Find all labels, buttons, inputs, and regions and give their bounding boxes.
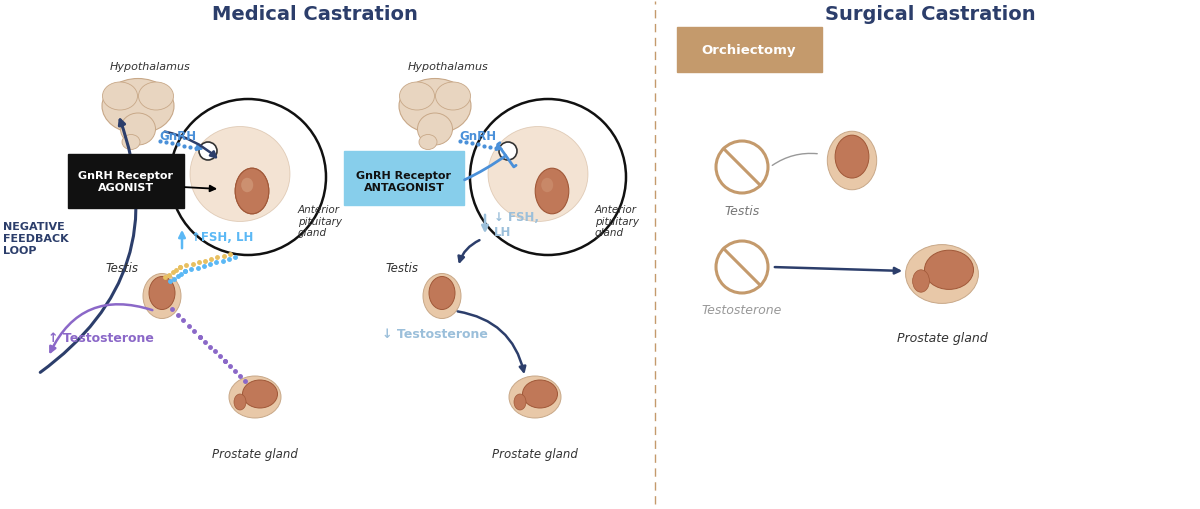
Text: Testis: Testis <box>385 261 418 274</box>
Ellipse shape <box>229 376 281 418</box>
Ellipse shape <box>906 245 978 304</box>
Ellipse shape <box>241 179 253 193</box>
Ellipse shape <box>436 83 470 111</box>
Text: Anterior
pituitary
gland: Anterior pituitary gland <box>298 205 342 238</box>
Circle shape <box>199 143 217 161</box>
Text: NEGATIVE
FEEDBACK
LOOP: NEGATIVE FEEDBACK LOOP <box>2 221 68 256</box>
Text: Prostate gland: Prostate gland <box>492 447 578 460</box>
Ellipse shape <box>235 169 269 214</box>
Text: ↑ Testosterone: ↑ Testosterone <box>48 331 154 344</box>
Text: Orchiectomy: Orchiectomy <box>702 44 797 57</box>
Ellipse shape <box>400 83 434 111</box>
Ellipse shape <box>535 169 569 214</box>
Ellipse shape <box>102 79 174 134</box>
Ellipse shape <box>522 380 558 408</box>
FancyBboxPatch shape <box>677 28 822 73</box>
Ellipse shape <box>235 169 269 214</box>
Text: ↓ Testosterone: ↓ Testosterone <box>382 328 488 341</box>
Ellipse shape <box>912 270 929 293</box>
Ellipse shape <box>924 251 973 290</box>
Ellipse shape <box>122 135 140 150</box>
Text: ↓ FSH,
LH: ↓ FSH, LH <box>494 211 539 239</box>
Ellipse shape <box>138 83 174 111</box>
Ellipse shape <box>242 380 277 408</box>
Ellipse shape <box>120 114 156 146</box>
Text: Hypothalamus: Hypothalamus <box>109 62 191 72</box>
Text: GnRH Receptor
AGONIST: GnRH Receptor AGONIST <box>78 171 174 193</box>
Ellipse shape <box>143 274 181 319</box>
FancyBboxPatch shape <box>344 152 464 206</box>
Text: ↑FSH, LH: ↑FSH, LH <box>191 231 253 244</box>
Ellipse shape <box>827 132 877 190</box>
Ellipse shape <box>241 179 253 193</box>
Ellipse shape <box>102 83 138 111</box>
Circle shape <box>499 143 517 161</box>
Text: Testis: Testis <box>725 205 760 217</box>
Ellipse shape <box>234 394 246 410</box>
Text: Medical Castration: Medical Castration <box>212 5 418 24</box>
Text: Prostate gland: Prostate gland <box>896 331 988 344</box>
Text: GnRH: GnRH <box>160 130 197 143</box>
Ellipse shape <box>488 127 588 222</box>
Ellipse shape <box>398 79 470 134</box>
Ellipse shape <box>430 277 455 310</box>
Ellipse shape <box>424 274 461 319</box>
Ellipse shape <box>514 394 526 410</box>
Text: Anterior
pituitary
gland: Anterior pituitary gland <box>595 205 640 238</box>
FancyBboxPatch shape <box>68 155 184 209</box>
Ellipse shape <box>541 179 553 193</box>
Ellipse shape <box>835 136 869 179</box>
Ellipse shape <box>419 135 437 150</box>
Ellipse shape <box>418 114 452 146</box>
Ellipse shape <box>509 376 562 418</box>
Ellipse shape <box>149 277 175 310</box>
Text: Testosterone: Testosterone <box>702 303 782 317</box>
Text: Surgical Castration: Surgical Castration <box>824 5 1036 24</box>
Text: Prostate gland: Prostate gland <box>212 447 298 460</box>
Text: Testis: Testis <box>106 261 138 274</box>
Text: Hypothalamus: Hypothalamus <box>408 62 488 72</box>
Text: GnRH Receptor
ANTAGONIST: GnRH Receptor ANTAGONIST <box>356 171 451 193</box>
Text: GnRH: GnRH <box>460 130 497 143</box>
Ellipse shape <box>190 127 290 222</box>
